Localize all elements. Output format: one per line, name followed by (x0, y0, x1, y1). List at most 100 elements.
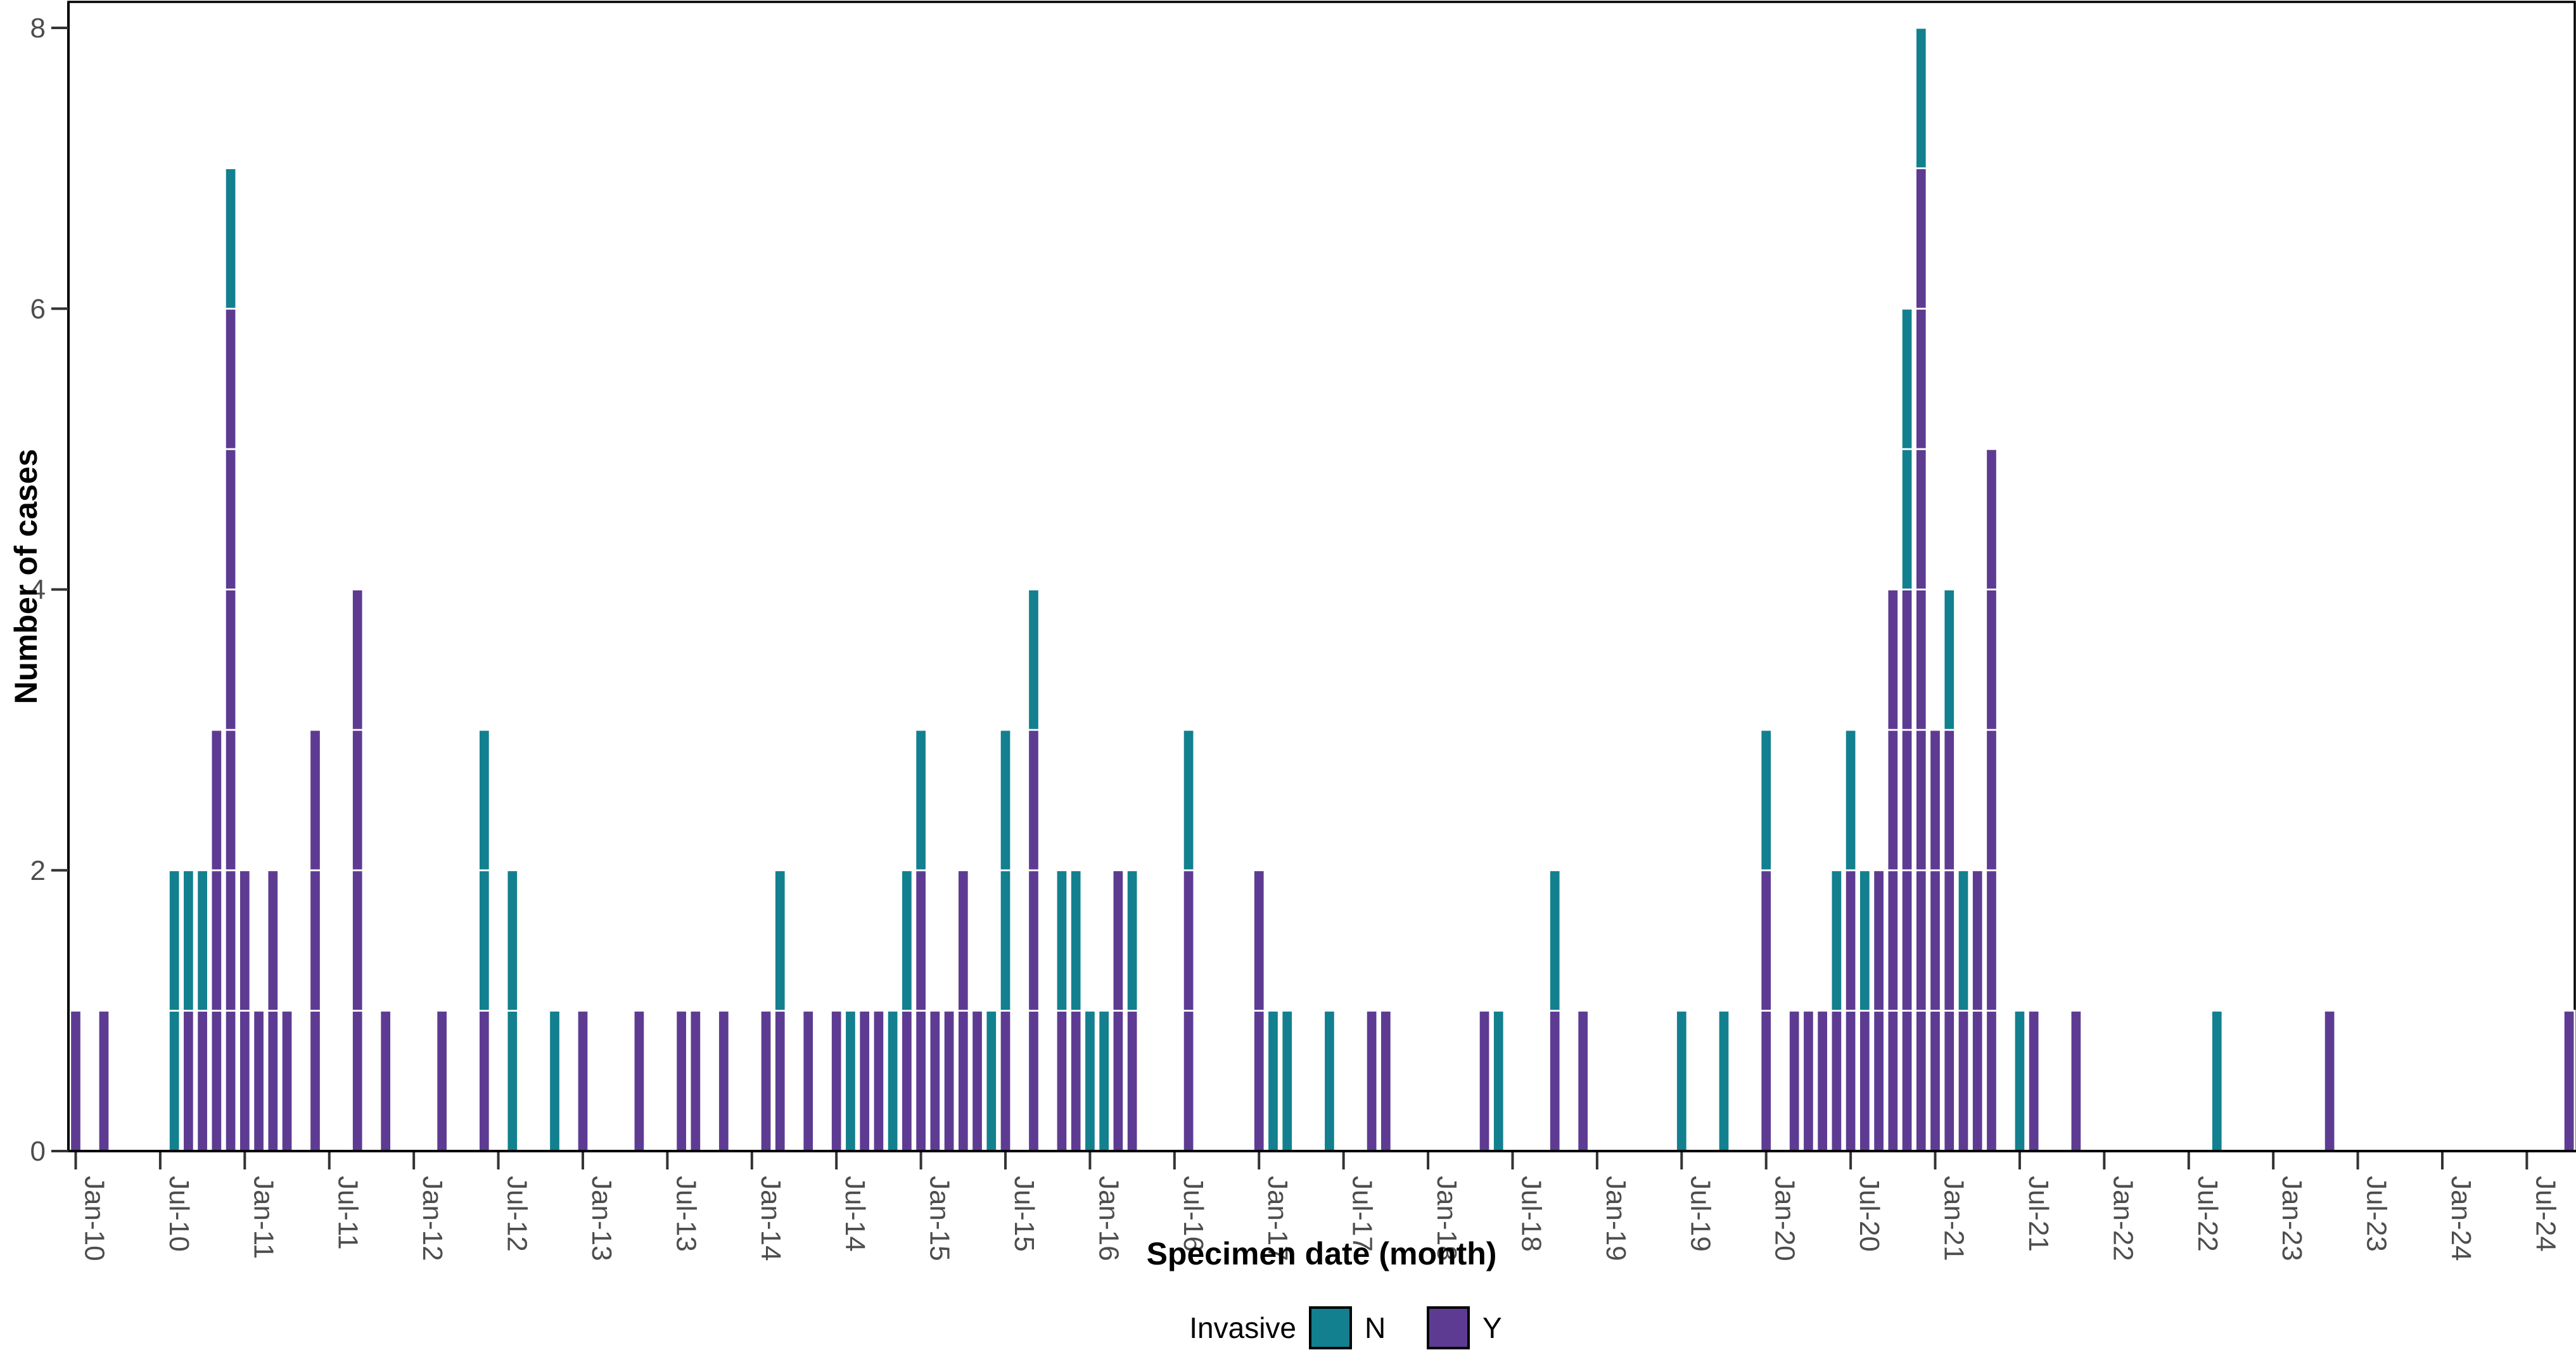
case-unit-y-2010-10 (196, 1009, 209, 1152)
case-unit-n-2020-06 (1830, 869, 1844, 1012)
case-unit-y-2017-01 (1253, 869, 1266, 1012)
case-unit-n-2020-12 (1915, 27, 1928, 170)
case-unit-y-2014-10 (872, 1009, 886, 1152)
case-unit-y-2020-09 (1872, 1009, 1885, 1152)
case-unit-y-2020-11 (1900, 869, 1914, 1012)
case-unit-y-2010-12 (224, 869, 238, 1012)
case-unit-y-2021-01 (1929, 869, 1942, 1012)
case-unit-n-2017-06 (1323, 1009, 1336, 1152)
case-unit-y-2017-10 (1379, 1009, 1393, 1152)
case-unit-n-2021-02 (1942, 589, 1956, 731)
case-unit-y-2016-04 (1125, 1009, 1139, 1152)
case-unit-y-2015-04 (957, 869, 970, 1012)
x-tick-label-Jul-11: Jul-11 (333, 1176, 364, 1250)
case-unit-y-2020-09 (1872, 869, 1885, 1012)
case-unit-y-2014-02 (759, 1009, 773, 1152)
x-tick-label-Jan-12: Jan-12 (417, 1176, 448, 1261)
case-unit-n-2017-02 (1266, 1009, 1280, 1152)
case-unit-y-2021-02 (1942, 1009, 1956, 1152)
case-unit-y-2016-08 (1182, 1009, 1196, 1152)
case-unit-n-2010-09 (182, 869, 195, 1012)
x-tick-label-Jul-22: Jul-22 (2192, 1176, 2223, 1252)
x-tick-label-Jan-14: Jan-14 (755, 1176, 786, 1261)
case-unit-y-2015-03 (942, 1009, 956, 1152)
case-unit-y-2015-09 (1027, 1009, 1040, 1152)
x-tick-label-Jul-12: Jul-12 (502, 1176, 533, 1252)
legend-swatch-y (1427, 1306, 1470, 1349)
case-unit-y-2023-05 (2323, 1009, 2337, 1152)
case-unit-y-2021-04 (1971, 869, 1984, 1012)
x-tick-label-Jan-16: Jan-16 (1093, 1176, 1124, 1261)
case-unit-y-2021-08 (2027, 1009, 2041, 1152)
case-unit-y-2020-12 (1915, 448, 1928, 590)
case-unit-y-2011-02 (252, 1009, 265, 1152)
case-unit-n-2021-03 (1956, 869, 1970, 1012)
case-unit-y-2020-06 (1830, 1009, 1844, 1152)
case-unit-y-2016-03 (1111, 869, 1125, 1012)
x-tick-label-Jan-17: Jan-17 (1262, 1176, 1293, 1261)
x-tick-label-Jul-14: Jul-14 (839, 1176, 870, 1252)
case-unit-n-2022-09 (2210, 1009, 2224, 1152)
x-tick-label-Jan-23: Jan-23 (2276, 1176, 2307, 1261)
panel-border (67, 1, 2576, 1152)
case-unit-y-2018-05 (1477, 1009, 1491, 1152)
case-unit-y-2020-10 (1886, 869, 1899, 1012)
case-unit-y-2015-11 (1055, 1009, 1069, 1152)
case-unit-y-2014-12 (900, 1009, 914, 1152)
case-unit-n-2015-11 (1055, 869, 1069, 1012)
case-unit-y-2011-04 (280, 1009, 294, 1152)
case-unit-y-2021-05 (1985, 448, 1998, 590)
x-tick-label-Jul-16: Jul-16 (1178, 1176, 1209, 1252)
legend-label-y: Y (1482, 1311, 1502, 1344)
case-unit-y-2011-06 (309, 869, 322, 1012)
case-unit-y-2015-09 (1027, 869, 1040, 1012)
x-tick-label-Jul-13: Jul-13 (670, 1176, 701, 1252)
case-unit-n-2015-07 (998, 729, 1012, 872)
case-unit-y-2021-01 (1929, 729, 1942, 872)
y-tick-label-4: 4 (30, 575, 46, 606)
case-unit-y-2021-05 (1985, 729, 1998, 872)
case-unit-n-2015-09 (1027, 589, 1040, 731)
case-unit-n-2020-01 (1759, 729, 1773, 872)
case-unit-y-2010-12 (224, 729, 238, 872)
case-unit-y-2020-10 (1886, 1009, 1899, 1152)
case-unit-n-2020-11 (1900, 448, 1914, 590)
case-unit-y-2011-09 (351, 729, 364, 872)
case-unit-y-2020-12 (1915, 1009, 1928, 1152)
case-unit-y-2016-08 (1182, 869, 1196, 1012)
case-unit-n-2010-08 (167, 869, 181, 1012)
case-unit-y-2010-12 (224, 1009, 238, 1152)
case-unit-y-2020-12 (1915, 729, 1928, 872)
case-unit-n-2019-10 (1717, 1009, 1731, 1152)
x-tick-label-Jan-11: Jan-11 (248, 1176, 279, 1259)
case-unit-y-2015-01 (914, 1009, 928, 1152)
case-unit-n-2014-08 (844, 1009, 857, 1152)
case-unit-n-2015-01 (914, 729, 928, 872)
case-unit-y-2020-03 (1788, 1009, 1801, 1152)
legend-swatch-n (1309, 1306, 1352, 1349)
case-unit-y-2021-03 (1956, 1009, 1970, 1152)
case-unit-n-2020-08 (1858, 869, 1871, 1012)
case-unit-n-2020-07 (1844, 729, 1858, 872)
x-tick-label-Jan-18: Jan-18 (1431, 1176, 1462, 1261)
case-unit-y-2012-03 (435, 1009, 449, 1152)
case-unit-y-2015-09 (1027, 729, 1040, 872)
case-unit-y-2020-04 (1802, 1009, 1815, 1152)
case-unit-n-2016-04 (1125, 869, 1139, 1012)
case-unit-y-2018-10 (1548, 1009, 1562, 1152)
case-unit-n-2012-08 (506, 1009, 519, 1152)
case-unit-y-2015-12 (1069, 1009, 1083, 1152)
case-unit-n-2010-12 (224, 167, 238, 310)
case-unit-y-2020-12 (1915, 589, 1928, 731)
case-unit-y-2015-01 (914, 869, 928, 1012)
case-unit-n-2017-03 (1280, 1009, 1294, 1152)
y-axis-title: Number of cases (8, 449, 44, 704)
case-unit-n-2012-11 (548, 1009, 561, 1152)
case-unit-y-2020-07 (1844, 869, 1858, 1012)
case-unit-y-2014-05 (801, 1009, 815, 1152)
case-unit-y-2010-12 (224, 307, 238, 450)
case-unit-y-2020-01 (1759, 869, 1773, 1012)
case-unit-y-2013-05 (632, 1009, 646, 1152)
x-tick-label-Jan-19: Jan-19 (1600, 1176, 1631, 1261)
